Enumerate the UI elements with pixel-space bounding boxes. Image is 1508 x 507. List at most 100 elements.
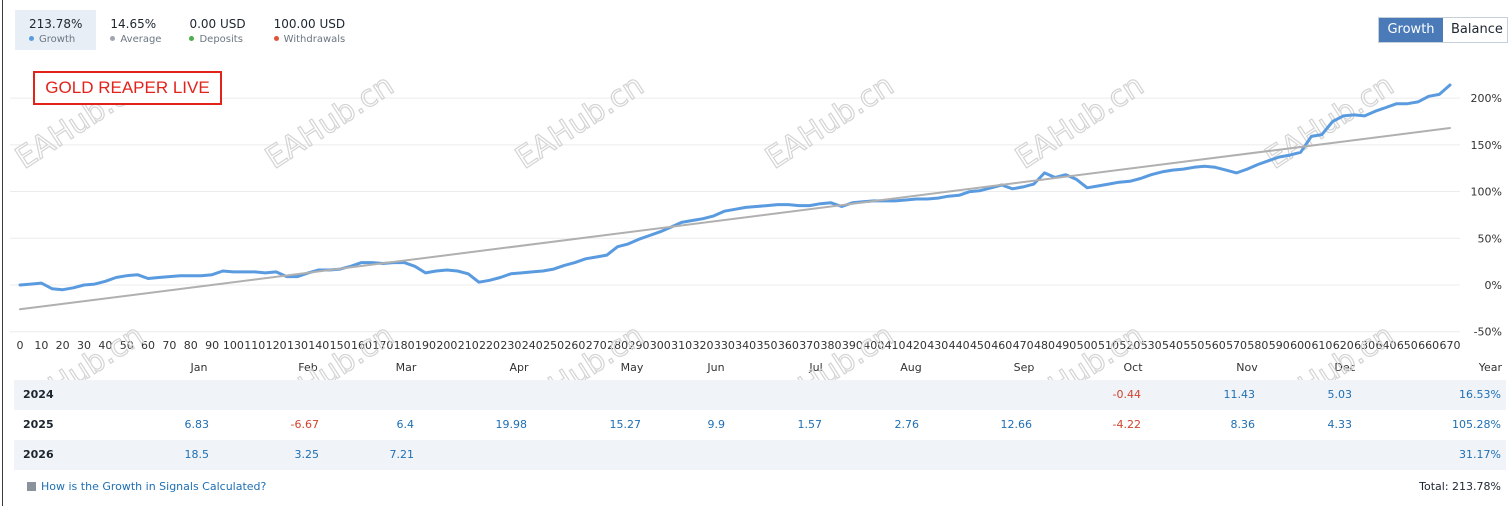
x-tick-label: 380: [821, 339, 842, 352]
x-tick-label: 150: [330, 339, 351, 352]
watermark: EAHub.cn: [1259, 68, 1400, 176]
x-tick-label: 550: [1183, 339, 1204, 352]
y-tick-label: -50%: [1474, 326, 1502, 339]
x-tick-label: 360: [778, 339, 799, 352]
stat-deposits[interactable]: 0.00 USD Deposits: [175, 10, 259, 50]
x-tick-label: 70: [162, 339, 176, 352]
x-tick-label: 200: [436, 339, 457, 352]
x-tick-label: 80: [184, 339, 198, 352]
month-value-cell: 2.76: [894, 418, 920, 431]
x-tick-label: 610: [1311, 339, 1332, 352]
table-row: 2024 -0.44 11.43 5.03 16.53%: [14, 380, 1506, 410]
stat-growth[interactable]: 213.78% Growth: [15, 10, 97, 50]
month-value-cell: 9.9: [707, 418, 726, 431]
month-value-cell: 7.21: [389, 448, 415, 461]
x-tick-label: 570: [1226, 339, 1247, 352]
growth-help-link[interactable]: How is the Growth in Signals Calculated?: [27, 480, 266, 493]
x-tick-label: 30: [77, 339, 91, 352]
year-cell: 2024: [23, 388, 54, 401]
x-tick-label: 390: [842, 339, 863, 352]
x-tick-label: 450: [970, 339, 991, 352]
month-value-cell: 15.27: [609, 418, 642, 431]
x-tick-label: 670: [1440, 339, 1461, 352]
y-tick-label: 150%: [1471, 139, 1502, 152]
stat-label-text: Growth: [39, 34, 76, 45]
x-tick-label: 130: [287, 339, 308, 352]
x-tick-label: 210: [458, 339, 479, 352]
month-value-cell: 3.25: [294, 448, 320, 461]
x-tick-label: 180: [394, 339, 415, 352]
month-value-cell: 8.36: [1230, 418, 1256, 431]
x-tick-label: 310: [671, 339, 692, 352]
x-tick-label: 330: [714, 339, 735, 352]
help-link-text: How is the Growth in Signals Calculated?: [41, 480, 267, 493]
x-tick-label: 500: [1077, 339, 1098, 352]
growth-line: [18, 83, 1452, 292]
x-tick-label: 370: [799, 339, 820, 352]
total-growth: Total: 213.78%: [1419, 480, 1501, 493]
month-header: Aug: [900, 361, 921, 374]
y-tick-label: 50%: [1478, 232, 1502, 245]
month-value-cell: 11.43: [1223, 388, 1256, 401]
chart-mode-toggle: Growth Balance: [1378, 17, 1508, 43]
stat-value: 100.00 USD: [273, 17, 346, 31]
month-value-cell: 12.66: [1000, 418, 1033, 431]
month-value-cell: 6.4: [396, 418, 415, 431]
x-tick-label: 460: [991, 339, 1012, 352]
x-tick-label: 160: [351, 339, 372, 352]
x-tick-label: 600: [1290, 339, 1311, 352]
stat-label-text: Deposits: [199, 34, 243, 45]
x-tick-label: 110: [244, 339, 265, 352]
stat-label-text: Average: [120, 34, 162, 45]
stat-label-text: Withdrawals: [283, 34, 346, 45]
stat-withdrawals[interactable]: 100.00 USD Withdrawals: [260, 10, 360, 50]
month-header: May: [621, 361, 644, 374]
x-tick-label: 140: [308, 339, 329, 352]
month-header: Apr: [509, 361, 529, 374]
x-tick-label: 280: [607, 339, 628, 352]
month-header: Dec: [1334, 361, 1355, 374]
x-tick-label: 410: [885, 339, 906, 352]
x-tick-label: 270: [586, 339, 607, 352]
x-tick-label: 510: [1098, 339, 1119, 352]
year-cell: 2025: [23, 418, 54, 431]
x-tick-label: 490: [1055, 339, 1076, 352]
watermark: EAHub.cn: [759, 68, 900, 176]
month-header: Mar: [396, 361, 417, 374]
x-tick-label: 580: [1247, 339, 1268, 352]
stat-value: 0.00 USD: [189, 17, 246, 31]
stats-bar: 213.78% Growth 14.65% Average 0.00 USD Deposi…: [15, 10, 359, 50]
balance-tab[interactable]: Balance: [1443, 18, 1507, 42]
watermark: EAHub.cn: [259, 68, 400, 176]
year-header: Year: [1478, 361, 1503, 374]
growth-tab[interactable]: Growth: [1379, 18, 1443, 42]
x-tick-label: 440: [949, 339, 970, 352]
stat-average[interactable]: 14.65% Average: [96, 10, 175, 50]
year-cell: 2026: [23, 448, 54, 461]
month-value-cell: 5.03: [1327, 388, 1353, 401]
x-tick-label: 260: [564, 339, 585, 352]
month-value-cell: 19.98: [495, 418, 528, 431]
table-row: 2025 6.83 -6.67 6.4 19.98 15.27 9.9 1.57 2.76 12.…: [14, 410, 1506, 440]
year-total-cell: 16.53%: [1459, 388, 1501, 401]
x-tick-label: 590: [1269, 339, 1290, 352]
x-tick-label: 170: [372, 339, 393, 352]
month-value-cell: -4.22: [1112, 418, 1141, 431]
help-icon: [27, 482, 36, 491]
stat-value: 14.65%: [110, 17, 157, 31]
monthly-returns-table: 2024 -0.44 11.43 5.03 16.53% 2025 6.83 -6.67 6.4…: [14, 380, 1506, 470]
x-tick-label: 660: [1418, 339, 1439, 352]
x-tick-label: 420: [906, 339, 927, 352]
x-tick-label: 640: [1375, 339, 1396, 352]
month-value-cell: -6.67: [290, 418, 319, 431]
month-value-cell: 18.5: [184, 448, 210, 461]
signal-name-label: GOLD REAPER LIVE: [33, 71, 222, 105]
growth-chart: 200% 150% 100% 50% 0% -50% 0 10 20 30 40 50 60 70 80 90…: [9, 67, 1503, 380]
month-value-cell: -0.44: [1112, 388, 1141, 401]
x-tick-label: 230: [500, 339, 521, 352]
x-tick-label: 540: [1162, 339, 1183, 352]
x-tick-label: 60: [141, 339, 155, 352]
x-tick-label: 350: [757, 339, 778, 352]
x-tick-label: 290: [628, 339, 649, 352]
